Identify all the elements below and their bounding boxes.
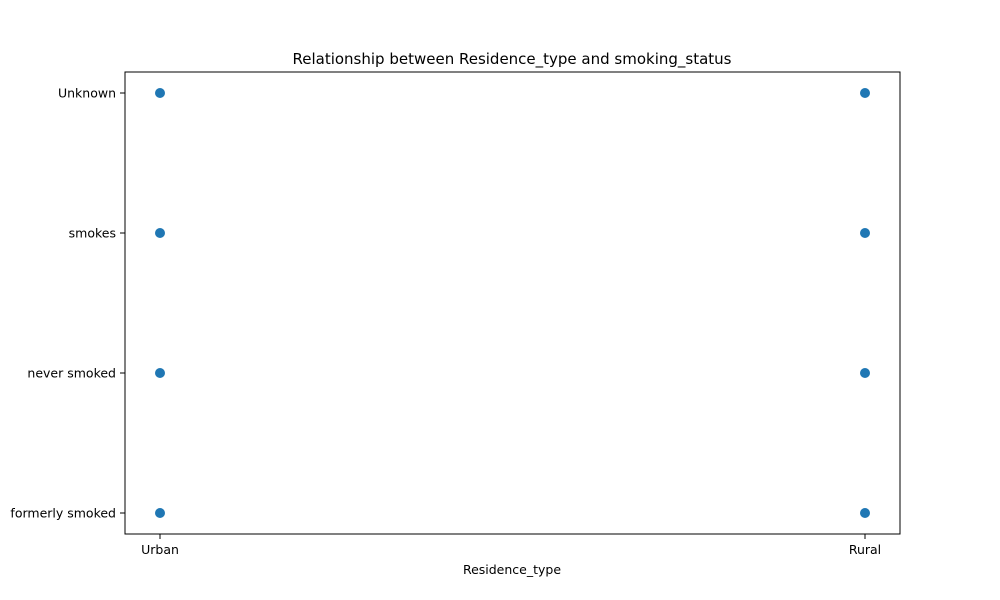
x-tick-label-rural: Rural: [849, 542, 881, 557]
y-tick-label-smokes: smokes: [69, 226, 116, 241]
chart-title: Relationship between Residence_type and …: [292, 50, 731, 69]
x-tick-label-urban: Urban: [141, 542, 179, 557]
data-point-rural-never-smoked: [860, 368, 870, 378]
data-point-urban-never-smoked: [155, 368, 165, 378]
plot-frame: [124, 71, 901, 535]
data-point-rural-smokes: [860, 228, 870, 238]
data-point-urban-formerly-smoked: [155, 508, 165, 518]
y-tick-label-never-smoked: never smoked: [27, 366, 116, 381]
data-point-urban-unknown: [155, 88, 165, 98]
y-tick-label-unknown: Unknown: [58, 86, 116, 101]
x-axis-label: Residence_type: [463, 562, 561, 577]
y-tick-label-formerly-smoked: formerly smoked: [10, 506, 116, 521]
data-point-rural-unknown: [860, 88, 870, 98]
data-point-rural-formerly-smoked: [860, 508, 870, 518]
data-point-urban-smokes: [155, 228, 165, 238]
x-axis: Urban Rural: [141, 534, 881, 557]
plot-area: [155, 88, 870, 518]
y-axis: formerly smoked never smoked smokes Unknown: [10, 86, 125, 521]
